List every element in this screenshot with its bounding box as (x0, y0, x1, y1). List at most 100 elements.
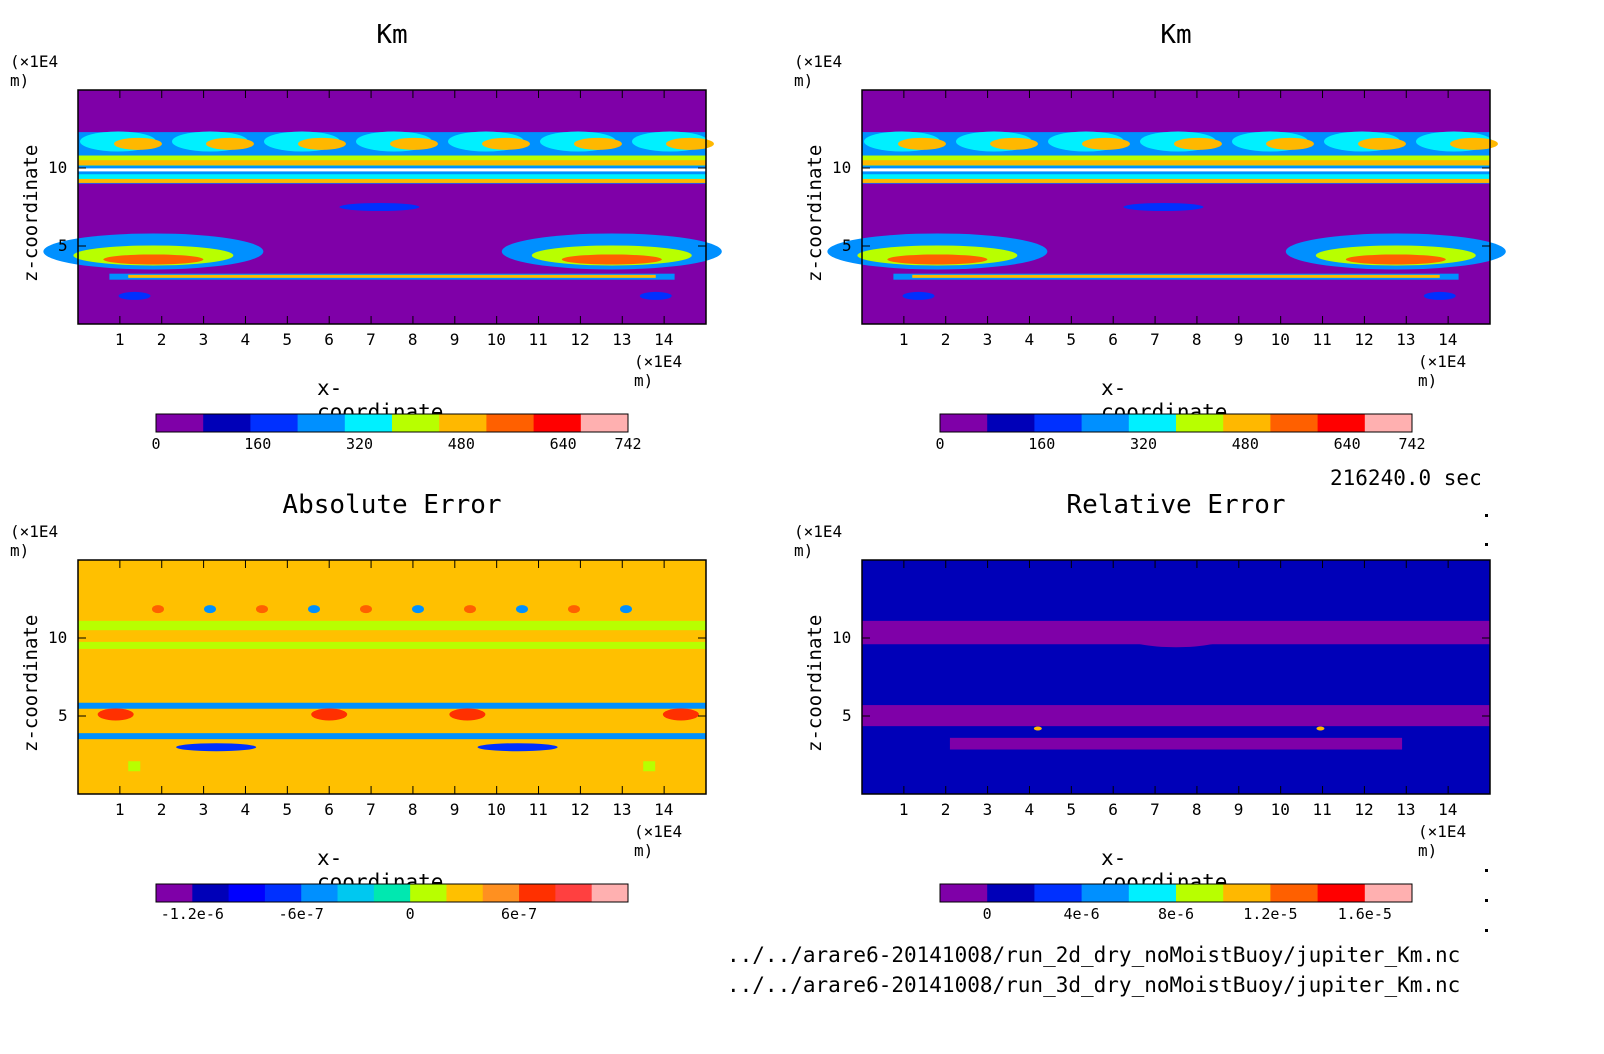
y-tick-label: 5 (842, 236, 852, 255)
field-band (949, 737, 1403, 750)
y-unit-label: (×1E4 m) (794, 522, 843, 560)
x-tick-label: 3 (198, 330, 209, 349)
x-tick-label: 11 (528, 800, 548, 819)
y-unit-label: (×1E4 m) (10, 52, 59, 90)
field-wave-core (1450, 137, 1498, 150)
field-band (78, 160, 706, 166)
field-wave-core (1358, 137, 1406, 150)
colorbar-segment (987, 414, 1035, 432)
colorbar-segment (373, 884, 411, 902)
x-tick-label: 2 (940, 330, 951, 349)
colorbar-segment (1270, 884, 1319, 902)
margin-dot (1485, 869, 1488, 872)
colorbar-segment (1128, 884, 1177, 902)
colorbar-tick-label: 0 (405, 905, 415, 923)
field-wave-core (482, 137, 530, 150)
field-blob (1126, 627, 1226, 648)
colorbar-segment (439, 414, 487, 432)
contour-plot (827, 89, 1506, 325)
y-tick-label: 10 (48, 158, 68, 177)
field-blob (412, 605, 424, 614)
y-tick-label: 5 (842, 706, 852, 725)
colorbar-segment (250, 414, 299, 432)
colorbar-tick-label: 8e-6 (1157, 905, 1195, 923)
colorbar (155, 883, 629, 903)
x-tick-label: 10 (1270, 800, 1290, 819)
x-tick-label: 9 (449, 800, 460, 819)
colorbar-tick-label: 480 (447, 435, 475, 453)
y-tick-label: 5 (58, 706, 68, 725)
field-blob (152, 605, 164, 614)
field-blob (204, 605, 216, 614)
colorbar-segment (297, 414, 346, 432)
field-band (912, 274, 1440, 278)
colorbar-segment (1364, 884, 1413, 902)
y-axis-label: z-coordinate (804, 614, 826, 752)
x-tick-label: 4 (1024, 800, 1035, 819)
field-wave-core (1174, 137, 1222, 150)
field-wave-core (1266, 137, 1314, 150)
plot-frame (861, 89, 1491, 325)
field-blob (256, 605, 268, 614)
field-band (128, 274, 656, 278)
x-tick-label: 9 (1233, 330, 1244, 349)
x-tick-label: 9 (1233, 800, 1244, 819)
x-tick-label: 4 (240, 330, 251, 349)
x-tick-label: 10 (1270, 330, 1290, 349)
colorbar-segment (940, 884, 988, 902)
colorbar-tick-label: 0 (982, 905, 992, 923)
field-background (78, 560, 706, 794)
colorbar-segment (156, 414, 204, 432)
x-tick-label: 1 (898, 330, 909, 349)
colorbar-segment (344, 414, 393, 432)
x-tick-label: 8 (407, 800, 418, 819)
colorbar-segment (446, 884, 484, 902)
field-band (78, 630, 706, 642)
field-blob (620, 605, 632, 614)
colorbar-segment (1081, 414, 1130, 432)
colorbar-segment (264, 884, 302, 902)
field-wave-core (990, 137, 1038, 150)
x-tick-label: 12 (1354, 800, 1374, 819)
chart-title: Absolute Error (282, 490, 502, 520)
colorbar-segment (392, 414, 440, 432)
x-tick-label: 5 (1066, 800, 1076, 819)
field-line (862, 168, 1490, 172)
field-blob (1423, 291, 1456, 300)
field-band (862, 174, 1490, 183)
chart-title: Km (376, 20, 408, 50)
field-wave-core (1082, 137, 1130, 150)
x-tick-label: 8 (407, 330, 418, 349)
colorbar-tick-label: 0 (935, 435, 945, 453)
x-tick-label: 2 (940, 800, 951, 819)
x-tick-label: 8 (1191, 800, 1202, 819)
colorbar-segment (580, 414, 629, 432)
colorbar-segment (228, 884, 266, 902)
margin-dot (1485, 514, 1488, 517)
field-wave-core (390, 137, 438, 150)
x-unit-label: (×1E4 m) (1418, 352, 1467, 390)
colorbar (939, 883, 1413, 903)
x-unit-label: (×1E4 m) (1418, 822, 1467, 860)
x-tick-label: 4 (240, 800, 251, 819)
colorbar-segment (192, 884, 230, 902)
colorbar-segment (1270, 414, 1319, 432)
colorbar-segment (1034, 414, 1083, 432)
x-tick-label: 3 (982, 800, 993, 819)
x-tick-label: 6 (1108, 800, 1118, 819)
y-unit-label: (×1E4 m) (10, 522, 59, 560)
x-tick-label: 14 (1438, 800, 1458, 819)
colorbar-segment (337, 884, 375, 902)
colorbar-tick-label: 640 (549, 435, 577, 453)
chart-title: Relative Error (1066, 490, 1286, 520)
field-blob (643, 761, 656, 772)
x-tick-label: 13 (612, 800, 632, 819)
y-axis-label: z-coordinate (804, 144, 826, 282)
x-tick-label: 6 (324, 330, 334, 349)
field-blob (902, 291, 935, 300)
x-tick-label: 11 (1312, 800, 1332, 819)
colorbar-tick-label: 1.2e-5 (1243, 905, 1298, 923)
x-tick-label: 4 (1024, 330, 1035, 349)
x-tick-label: 1 (114, 330, 125, 349)
field-blob (128, 761, 141, 772)
